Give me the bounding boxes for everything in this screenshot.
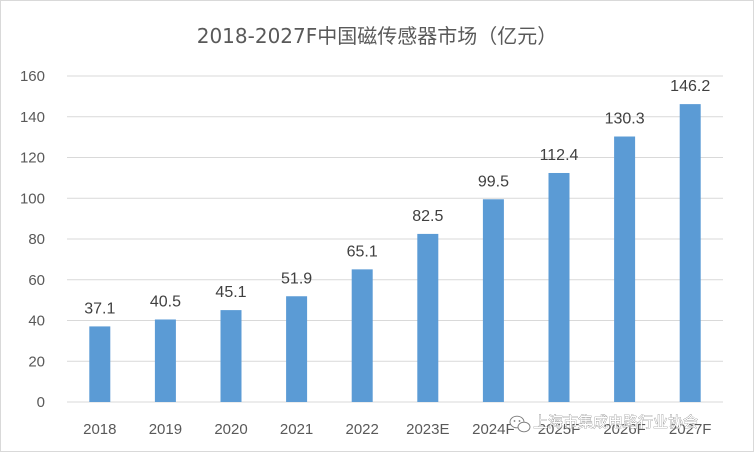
data-label: 146.2 (670, 78, 710, 95)
watermark-text: 上海市集成电路行业协会 (533, 413, 698, 431)
data-label: 40.5 (150, 293, 181, 310)
data-label: 51.9 (281, 270, 312, 287)
wechat-icon (509, 415, 531, 433)
data-label: 99.5 (478, 173, 509, 190)
y-tick-label: 60 (28, 272, 45, 289)
data-label: 37.1 (84, 300, 115, 317)
data-label: 45.1 (215, 284, 246, 301)
y-tick-label: 160 (20, 68, 45, 85)
data-label: 82.5 (412, 208, 443, 225)
x-tick-label: 2019 (149, 421, 182, 438)
x-tick-label: 2024F (472, 421, 515, 438)
y-tick-label: 40 (28, 313, 45, 330)
y-tick-label: 140 (20, 109, 45, 126)
x-tick-label: 2026F (603, 421, 646, 438)
y-tick-label: 0 (37, 394, 45, 411)
chart-title: 2018-2027F中国磁传感器市场（亿元） (197, 24, 558, 48)
y-tick-label: 100 (20, 190, 45, 207)
gridlines (67, 75, 723, 403)
data-labels: 37.1 40.5 45.1 51.9 65.1 82.5 99.5 112.4 130.3 14… (84, 78, 710, 317)
x-tick-label: 2022 (346, 421, 379, 438)
y-axis-ticks: 0 20 40 60 80 100 120 140 160 (20, 68, 45, 411)
x-tick-label: 2021 (280, 421, 313, 438)
bar (286, 296, 308, 402)
data-label: 112.4 (540, 147, 579, 164)
bar (220, 310, 242, 402)
x-tick-label: 2027F (669, 421, 712, 438)
data-label: 65.1 (347, 243, 378, 260)
bars (89, 104, 701, 403)
x-axis-ticks: 2018 2019 2020 2021 2022 2023E 2024F 2025F 2026F… (83, 421, 711, 438)
bar (417, 233, 439, 402)
x-tick-label: 2020 (214, 421, 247, 438)
y-tick-label: 80 (28, 231, 45, 248)
bar (679, 104, 701, 403)
x-tick-label: 2018 (83, 421, 116, 438)
bar (89, 326, 111, 402)
bar (548, 172, 570, 402)
data-label: 130.3 (605, 111, 645, 128)
bar (482, 199, 504, 402)
x-tick-label: 2025F (538, 421, 581, 438)
bar (351, 269, 373, 402)
bar (614, 136, 636, 403)
x-tick-label: 2023E (406, 421, 449, 438)
watermark: 上海市集成电路行业协会 (509, 413, 698, 433)
bar (154, 319, 176, 402)
y-tick-label: 20 (28, 353, 45, 370)
y-tick-label: 120 (20, 150, 45, 167)
